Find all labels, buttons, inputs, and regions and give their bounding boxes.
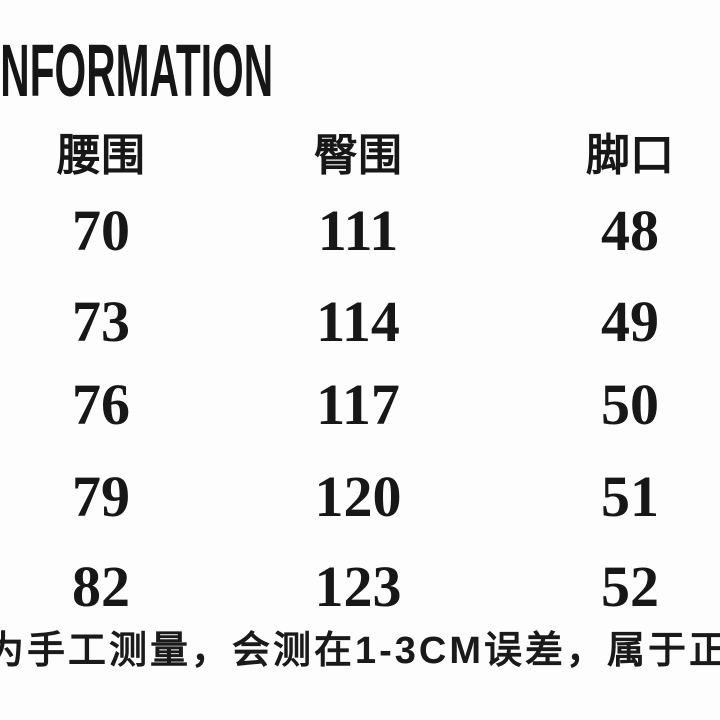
cell-waist: 79 [72, 464, 130, 529]
cell-hip: 120 [314, 464, 402, 529]
cell-leg-opening: 48 [601, 198, 659, 263]
cell-hip: 123 [314, 554, 402, 619]
cell-hip: 111 [317, 198, 399, 263]
cell-waist: 82 [72, 554, 130, 619]
cell-leg-opening: 52 [601, 554, 659, 619]
table-row: 82 123 52 [0, 557, 720, 617]
column-header-leg-opening: 脚口 [586, 131, 674, 180]
cell-hip: 117 [316, 372, 400, 437]
measurement-disclaimer: 为手工测量，会测在1-3CM误差，属于正常现象。 [0, 630, 720, 672]
table-row: 79 120 51 [0, 467, 720, 527]
page-title: INFORMATION [0, 29, 274, 112]
cell-hip: 114 [316, 289, 400, 354]
cell-waist: 76 [72, 372, 130, 437]
cell-leg-opening: 50 [601, 372, 659, 437]
column-header-hip: 臀围 [314, 131, 402, 180]
table-row: 76 117 50 [0, 375, 720, 435]
table-row: 70 111 48 [0, 201, 720, 261]
cell-waist: 73 [72, 289, 130, 354]
table-row: 73 114 49 [0, 292, 720, 352]
table-header-row: 腰围 臀围 脚口 [0, 126, 720, 186]
cell-leg-opening: 51 [601, 464, 659, 529]
column-header-waist: 腰围 [57, 131, 145, 180]
cell-leg-opening: 49 [601, 289, 659, 354]
cell-waist: 70 [72, 198, 130, 263]
